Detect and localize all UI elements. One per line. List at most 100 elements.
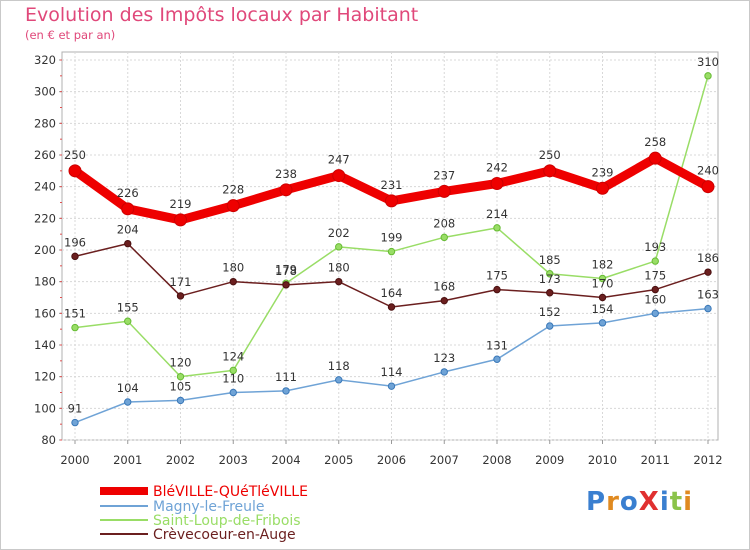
data-label: 185 xyxy=(539,253,561,267)
data-point xyxy=(440,296,448,305)
data-label: 175 xyxy=(486,269,508,283)
data-label: 310 xyxy=(697,55,719,69)
data-point xyxy=(71,418,79,427)
data-point xyxy=(332,169,346,183)
data-label: 104 xyxy=(117,381,139,395)
data-point xyxy=(704,72,712,80)
data-point xyxy=(335,243,343,251)
data-point xyxy=(174,213,187,227)
x-tick-label: 2002 xyxy=(166,453,195,467)
data-label: 131 xyxy=(486,338,508,352)
data-label: 123 xyxy=(433,351,455,365)
data-label: 114 xyxy=(381,365,403,379)
data-label: 199 xyxy=(381,231,403,245)
data-label: 202 xyxy=(328,226,350,240)
data-label: 179 xyxy=(275,262,297,276)
data-label: 226 xyxy=(117,186,139,200)
data-label: 228 xyxy=(222,183,244,197)
data-label: 180 xyxy=(222,261,244,275)
data-label: 163 xyxy=(697,288,719,302)
data-point xyxy=(651,309,659,318)
data-label: 155 xyxy=(117,300,139,314)
data-point xyxy=(651,285,659,294)
data-point xyxy=(282,387,290,395)
data-point xyxy=(176,396,185,405)
data-label: 171 xyxy=(170,275,192,289)
data-point xyxy=(124,398,132,406)
data-label: 170 xyxy=(592,277,614,291)
data-label: 196 xyxy=(64,235,86,249)
data-label: 250 xyxy=(64,148,86,162)
y-tick-label: 200 xyxy=(34,243,56,257)
data-label: 208 xyxy=(433,216,455,230)
data-label: 242 xyxy=(486,161,508,175)
x-tick-label: 2006 xyxy=(377,453,406,467)
data-point xyxy=(229,388,237,397)
data-point xyxy=(598,293,607,302)
data-point xyxy=(546,322,554,330)
x-tick-label: 2003 xyxy=(219,453,248,467)
data-label: 182 xyxy=(592,258,614,272)
data-label: 231 xyxy=(381,178,403,192)
data-label: 240 xyxy=(697,164,719,178)
x-tick-label: 2004 xyxy=(271,453,300,467)
data-point xyxy=(704,268,712,276)
data-point xyxy=(493,285,501,294)
data-point xyxy=(387,382,396,390)
data-point xyxy=(71,252,79,261)
data-label: 247 xyxy=(328,153,350,167)
legend-entry: Saint-Loup-de-Fribois xyxy=(153,513,301,529)
y-tick-label: 260 xyxy=(34,148,56,162)
y-tick-label: 240 xyxy=(34,180,56,194)
data-point xyxy=(596,181,609,195)
data-point xyxy=(437,184,451,198)
y-tick-label: 320 xyxy=(34,53,56,67)
proxiti-logo: ProXiti xyxy=(586,487,694,517)
x-tick-label: 2007 xyxy=(430,453,459,467)
data-label: 124 xyxy=(222,349,244,363)
y-tick-label: 180 xyxy=(34,275,56,289)
data-point xyxy=(546,289,554,297)
y-tick-label: 80 xyxy=(41,433,56,447)
x-tick-label: 2009 xyxy=(535,453,564,467)
legend-entry: BléVILLE-QUéTléVILLE xyxy=(153,484,308,500)
data-point xyxy=(124,317,132,325)
y-tick-label: 300 xyxy=(34,85,56,99)
chart-title: Evolution des Impôts locaux par Habitant xyxy=(25,4,419,26)
data-point xyxy=(704,304,712,313)
data-label: 111 xyxy=(275,370,297,384)
data-point xyxy=(279,183,293,197)
x-tick-label: 2011 xyxy=(641,453,670,467)
y-tick-label: 280 xyxy=(34,116,56,130)
data-point xyxy=(493,224,501,232)
y-tick-label: 160 xyxy=(34,306,56,320)
data-point xyxy=(440,233,448,242)
data-label: 120 xyxy=(170,356,192,370)
data-point xyxy=(71,323,79,332)
legend-entry: Crèvecoeur-en-Auge xyxy=(153,527,296,543)
y-tick-label: 120 xyxy=(34,370,56,384)
data-label: 173 xyxy=(539,272,561,286)
chart-subtitle: (en € et par an) xyxy=(25,28,116,42)
data-point xyxy=(648,151,662,165)
data-label: 110 xyxy=(222,372,244,386)
y-tick-label: 220 xyxy=(34,211,56,225)
data-label: 238 xyxy=(275,167,297,181)
data-label: 168 xyxy=(433,280,455,294)
data-point xyxy=(493,355,501,363)
data-point xyxy=(121,202,135,216)
data-label: 118 xyxy=(328,359,350,373)
data-point xyxy=(335,277,343,286)
data-point xyxy=(387,303,396,311)
data-point xyxy=(229,277,237,286)
x-tick-label: 2008 xyxy=(482,453,511,467)
x-tick-label: 2010 xyxy=(588,453,617,467)
data-label: 91 xyxy=(68,402,83,416)
data-point xyxy=(598,319,607,327)
data-label: 219 xyxy=(170,197,192,211)
x-tick-label: 2012 xyxy=(693,453,722,467)
data-point xyxy=(68,164,82,178)
data-label: 214 xyxy=(486,207,508,221)
data-label: 250 xyxy=(539,148,561,162)
